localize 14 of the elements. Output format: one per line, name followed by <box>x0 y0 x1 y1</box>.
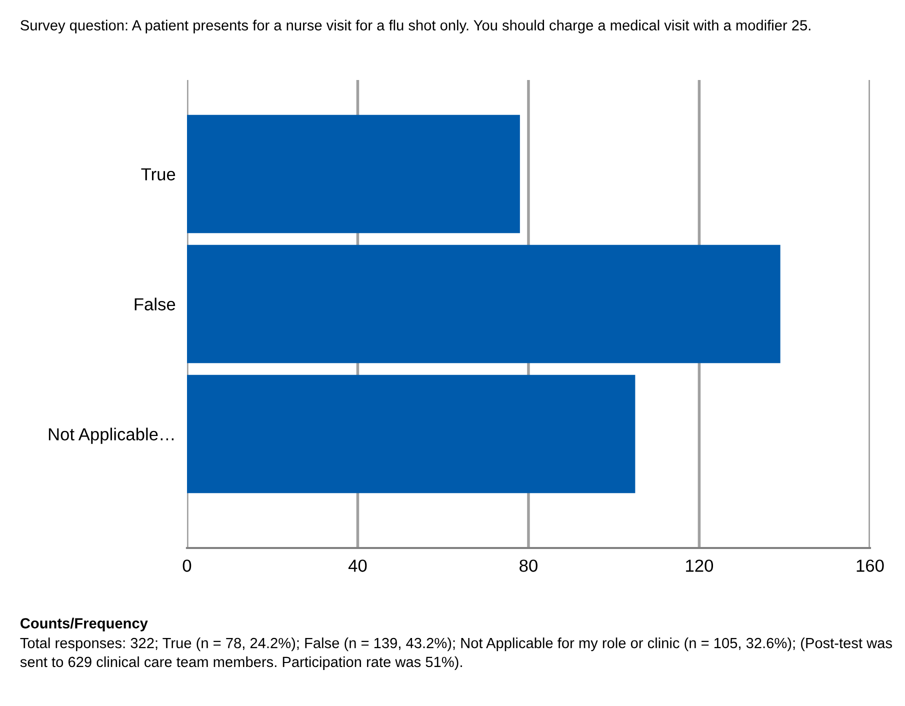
x-tick-label: 0 <box>182 560 192 572</box>
text: Total responses: 322; True (n = 78, 24.2%); False (n = 139, 43.2%); Not Applicable for my role or clinic (n = 105, 32.6%); (Post-test was sent to 629 clinical care team members. Participation rate was 51%). <box>20 638 892 670</box>
y-tick-label: False <box>134 298 176 310</box>
y-tick-label: Not Applicable… <box>48 428 174 444</box>
x-tick-label: 40 <box>348 560 367 572</box>
y-tick-label: True <box>141 168 176 180</box>
bar <box>186 114 520 234</box>
bar <box>186 374 636 494</box>
bar <box>186 244 780 364</box>
chart-title: Survey question: A patient presents for a nurse visit for a flu shot only. You should charge a medical visit with a modifier 25. <box>20 20 810 34</box>
x-tick-label: 80 <box>520 560 538 572</box>
x-tick-label: 160 <box>856 560 884 572</box>
text: Counts/Frequency <box>20 618 148 632</box>
x-tick-label: 120 <box>686 560 714 572</box>
